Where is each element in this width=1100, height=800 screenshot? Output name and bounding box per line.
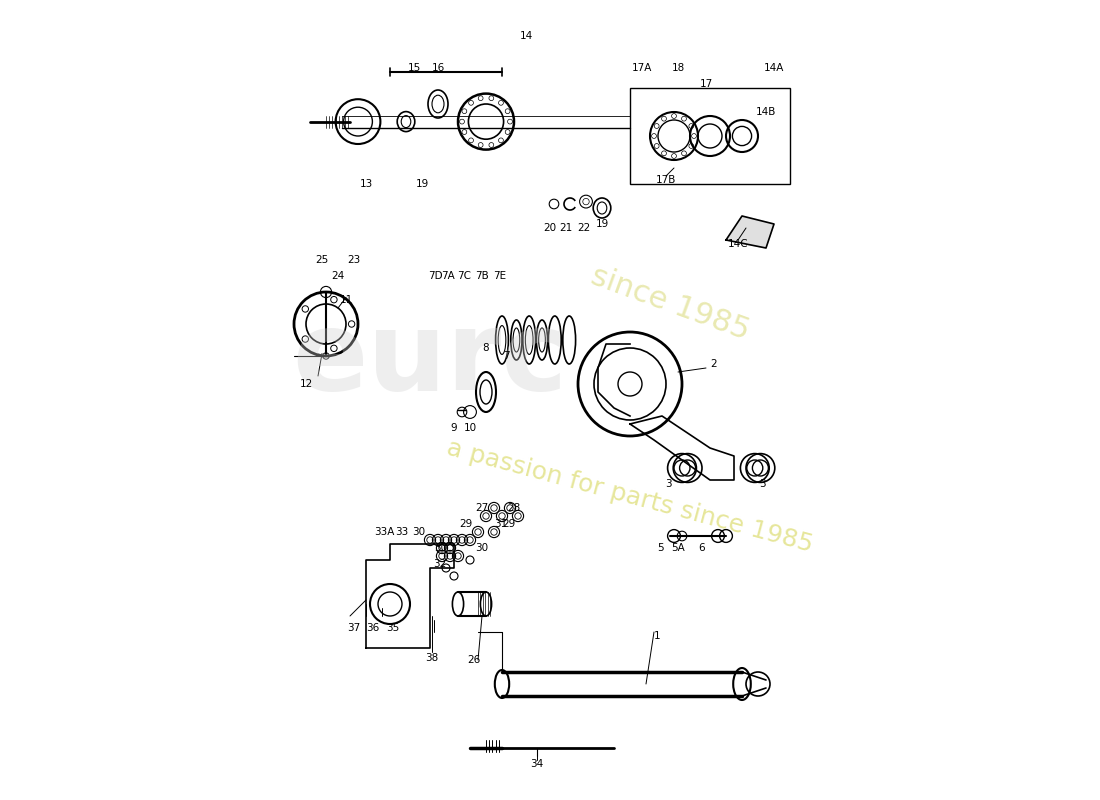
Text: 16: 16: [431, 63, 444, 73]
Text: 7B: 7B: [475, 271, 488, 281]
Text: 14C: 14C: [728, 239, 748, 249]
Text: 17B: 17B: [656, 175, 676, 185]
Text: 25: 25: [316, 255, 329, 265]
Text: 19: 19: [416, 179, 429, 189]
Text: 21: 21: [560, 223, 573, 233]
Text: 2: 2: [710, 359, 716, 369]
Text: 5: 5: [657, 543, 663, 553]
Text: 11: 11: [340, 295, 353, 305]
Text: 20: 20: [543, 223, 557, 233]
Text: 30: 30: [475, 543, 488, 553]
Text: 19: 19: [595, 219, 608, 229]
Text: 14A: 14A: [763, 63, 784, 73]
Text: 10: 10: [463, 423, 476, 433]
Text: 31: 31: [494, 519, 507, 529]
Text: 8: 8: [483, 343, 490, 353]
Text: 3: 3: [666, 479, 672, 489]
Text: 15: 15: [407, 63, 420, 73]
Text: 29: 29: [502, 519, 515, 529]
Text: 30: 30: [412, 527, 426, 537]
Text: eurc: eurc: [293, 306, 568, 414]
Text: 6: 6: [698, 543, 705, 553]
Text: 13: 13: [360, 179, 373, 189]
Text: 17: 17: [700, 79, 713, 89]
Text: 35: 35: [386, 623, 399, 633]
Text: 9: 9: [451, 423, 458, 433]
Text: 32: 32: [433, 559, 447, 569]
Text: 26: 26: [468, 655, 481, 665]
Text: 37: 37: [348, 623, 361, 633]
Text: 7: 7: [503, 351, 509, 361]
Bar: [630, 88, 790, 184]
Text: 34: 34: [530, 759, 543, 769]
Text: 33: 33: [395, 527, 408, 537]
Text: 14: 14: [519, 31, 532, 41]
Text: 7E: 7E: [493, 271, 506, 281]
Text: 30: 30: [433, 543, 447, 553]
Text: 7C: 7C: [458, 271, 472, 281]
Text: since 1985: since 1985: [586, 262, 754, 346]
Text: 36: 36: [366, 623, 379, 633]
Text: 17A: 17A: [631, 63, 652, 73]
Text: 24: 24: [331, 271, 344, 281]
Text: 29: 29: [460, 519, 473, 529]
Text: 1: 1: [654, 631, 661, 641]
Text: 12: 12: [299, 379, 312, 389]
Text: 7D: 7D: [428, 271, 443, 281]
Text: 33A: 33A: [374, 527, 395, 537]
Text: 7A: 7A: [441, 271, 455, 281]
Text: 27: 27: [475, 503, 488, 513]
Text: a passion for parts since 1985: a passion for parts since 1985: [444, 435, 816, 557]
Text: 5A: 5A: [671, 543, 685, 553]
Text: 22: 22: [578, 223, 591, 233]
Text: 18: 18: [671, 63, 684, 73]
Text: 28: 28: [507, 503, 520, 513]
Text: 3: 3: [759, 479, 766, 489]
Polygon shape: [726, 216, 774, 248]
Text: 14B: 14B: [756, 107, 777, 117]
Text: 23: 23: [348, 255, 361, 265]
Text: 38: 38: [425, 653, 438, 662]
